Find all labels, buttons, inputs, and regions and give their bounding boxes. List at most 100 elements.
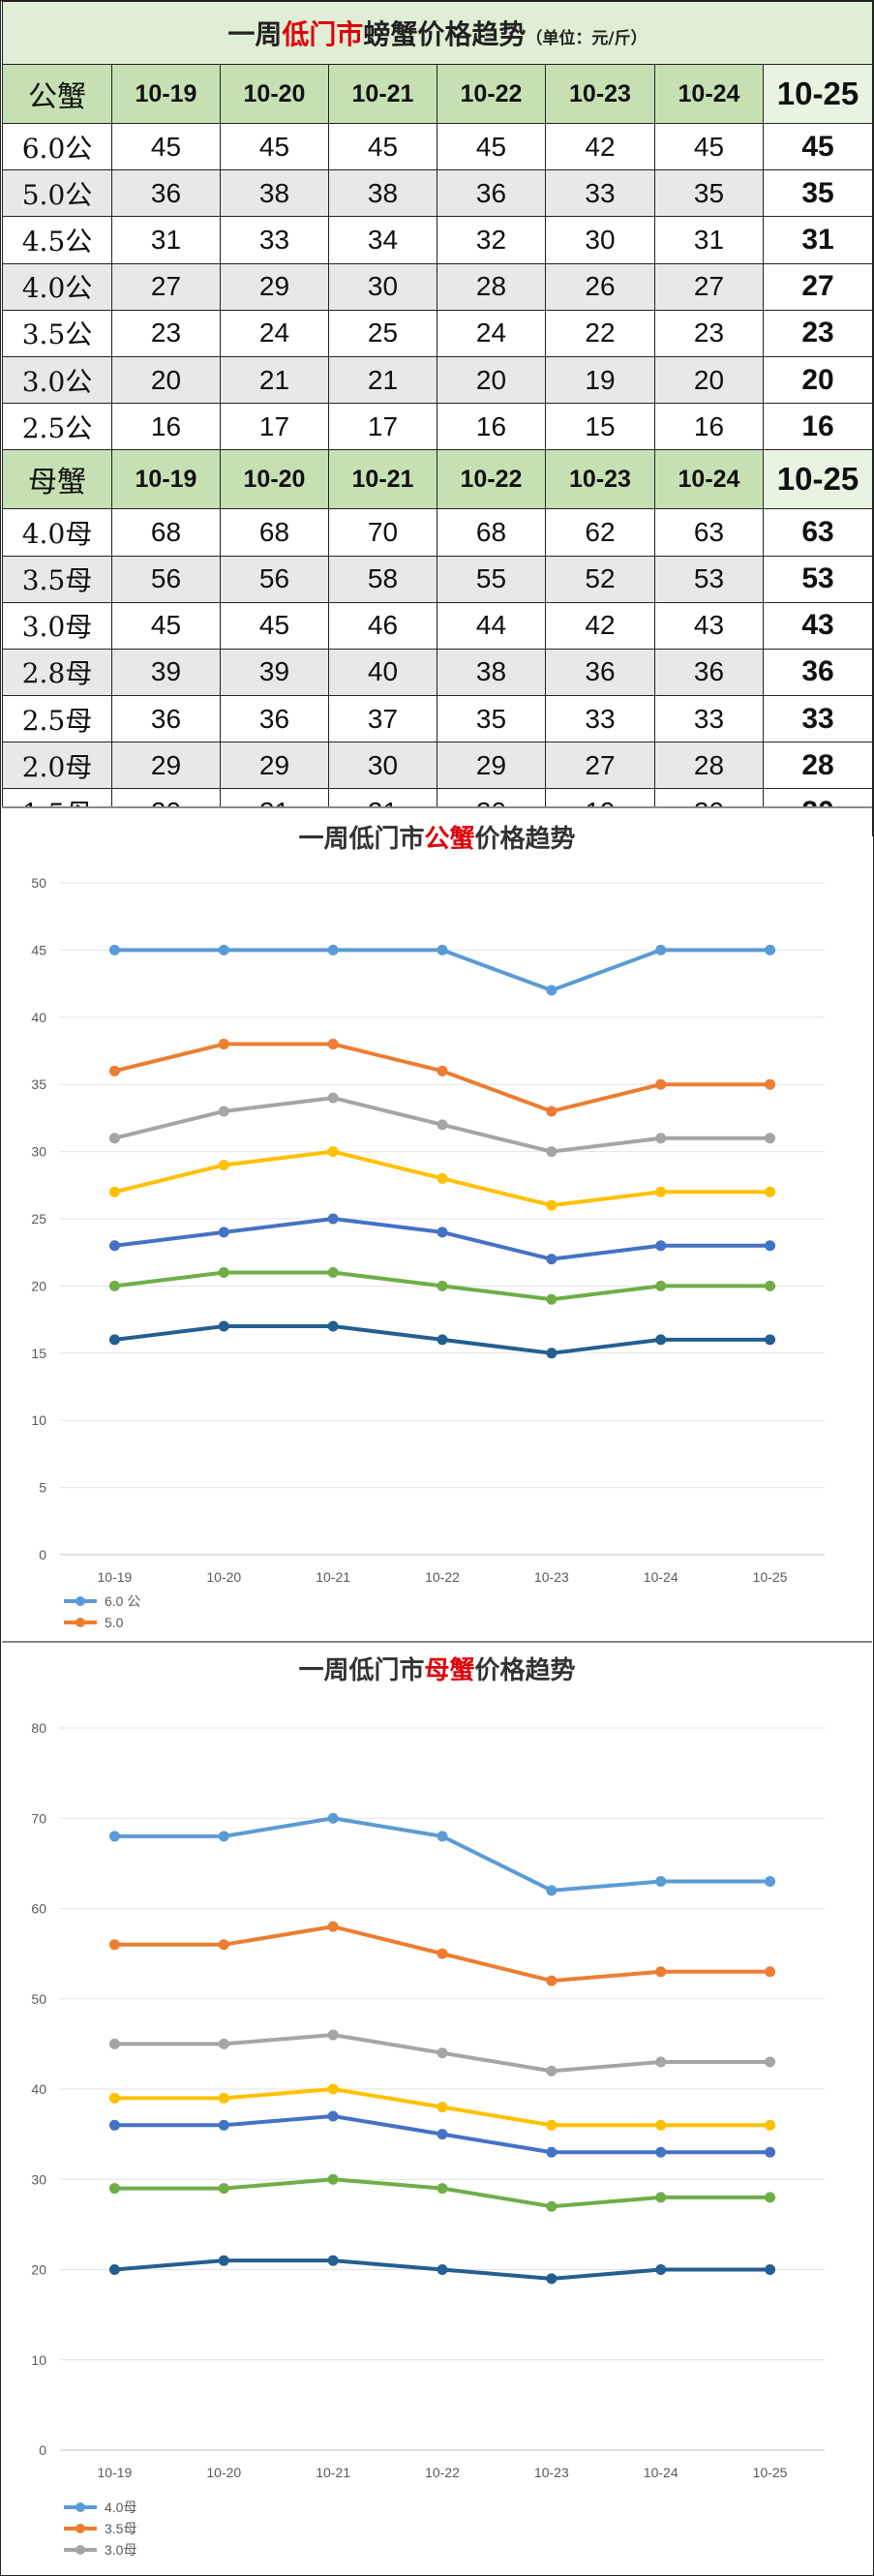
y-tick-label: 30 (31, 2171, 46, 2187)
table-row: 6.0公 45 45 45 45 42 45 45 (2, 122, 874, 171)
legend-label: 3.0母 (105, 2542, 136, 2558)
data-point (546, 985, 558, 996)
price-cell: 45 (762, 122, 874, 171)
data-point (108, 1939, 120, 1951)
price-cell: 35 (762, 169, 874, 218)
price-cell: 37 (328, 695, 437, 743)
data-point (546, 1254, 558, 1265)
row-label: 4.0公 (2, 262, 112, 311)
date-header-cell: 10-21 (328, 449, 437, 510)
price-cell: 30 (328, 262, 437, 311)
date-header-cell: 10-21 (328, 64, 437, 124)
price-cell: 16 (654, 403, 764, 451)
female-crab-chart: 一周低门市母蟹价格趋势 0 10 20 30 40 50 60 70 80 10-19 10-20 10… (2, 1641, 872, 2575)
data-point (437, 2183, 448, 2195)
price-cell: 36 (220, 695, 329, 743)
price-cell: 30 (328, 742, 437, 790)
price-cell: 38 (328, 169, 437, 218)
chart-title-suffix: 价格趋势 (475, 824, 576, 854)
price-cell: 23 (654, 309, 764, 357)
date-header-cell: 10-23 (545, 64, 655, 124)
price-cell: 68 (220, 508, 329, 557)
price-cell: 36 (437, 169, 546, 218)
data-point (437, 2264, 448, 2275)
chart-title-prefix: 一周低门市 (298, 1655, 424, 1685)
data-point (108, 944, 120, 955)
price-cell: 27 (654, 262, 764, 311)
data-point (765, 1334, 776, 1346)
price-cell: 43 (762, 601, 874, 650)
data-point (218, 1039, 229, 1050)
data-point (327, 1213, 339, 1225)
price-cell: 35 (437, 695, 546, 743)
legend-swatch-dot (75, 1618, 85, 1627)
price-cell: 21 (220, 355, 329, 405)
price-cell: 24 (437, 309, 546, 357)
data-point (655, 1240, 667, 1252)
data-point (437, 1065, 448, 1076)
data-point (218, 1939, 229, 1951)
price-cell: 39 (111, 648, 221, 697)
date-header-cell: 10-20 (220, 64, 329, 124)
price-cell: 63 (654, 508, 764, 557)
legend-swatch-dot (75, 2502, 85, 2512)
title-unit: （单位：元/斤） (526, 29, 648, 48)
price-cell: 53 (762, 555, 874, 603)
x-tick-label: 10-23 (534, 1569, 569, 1585)
chart-title-suffix: 价格趋势 (475, 1655, 576, 1685)
price-cell: 45 (328, 122, 437, 171)
data-point (655, 944, 667, 955)
row-label: 3.0公 (2, 355, 112, 405)
data-point (655, 1078, 667, 1090)
row-label: 6.0公 (2, 122, 112, 171)
title-suffix: 螃蟹价格趋势 (363, 18, 527, 50)
data-point (765, 1966, 776, 1978)
female-header-row: 母蟹 10-19 10-20 10-21 10-22 10-23 10-24 10-25 (2, 449, 874, 510)
price-cell: 45 (437, 122, 546, 171)
price-cell: 36 (111, 695, 221, 743)
y-tick-label: 15 (31, 1346, 46, 1361)
y-tick-label: 70 (31, 1810, 46, 1826)
data-point (437, 1172, 448, 1184)
data-point (218, 2255, 229, 2266)
data-point (218, 1320, 229, 1332)
price-cell: 28 (437, 262, 546, 311)
y-tick-label: 30 (31, 1144, 46, 1160)
table-row: 3.5公 23 24 25 24 22 23 23 (2, 309, 874, 357)
y-tick-label: 50 (31, 875, 46, 891)
chart-title-highlight: 母蟹 (424, 1655, 474, 1685)
row-label: 2.5母 (2, 695, 112, 743)
data-point (655, 2192, 667, 2203)
row-label: 5.0公 (2, 169, 112, 218)
price-cell: 39 (220, 648, 329, 697)
y-tick-label: 0 (39, 1547, 46, 1562)
y-tick-label: 10 (31, 2352, 46, 2368)
price-cell: 42 (545, 601, 655, 650)
data-point (765, 2146, 776, 2158)
data-point (765, 2119, 776, 2131)
data-point (327, 2029, 339, 2041)
data-point (437, 1119, 448, 1131)
data-point (327, 1039, 339, 1050)
line-chart-svg: 一周低门市母蟹价格趋势 0 10 20 30 40 50 60 70 80 10-19 10-20 10… (31, 1655, 825, 2558)
chart-title: 一周低门市母蟹价格趋势 (298, 1655, 575, 1685)
data-point (218, 1159, 229, 1170)
data-point (108, 1831, 120, 1842)
data-point (327, 1146, 339, 1158)
price-cell: 40 (328, 648, 437, 697)
data-point (655, 2056, 667, 2068)
data-point (437, 2047, 448, 2059)
price-cell: 36 (654, 648, 764, 697)
data-point (327, 1092, 339, 1104)
date-header-cell: 10-23 (545, 449, 655, 510)
series-line (114, 1816, 770, 1893)
price-cell: 58 (328, 555, 437, 603)
data-point (655, 2119, 667, 2131)
data-point (437, 1334, 448, 1346)
data-point (655, 1133, 667, 1144)
table-title: 一周低门市螃蟹价格趋势（单位：元/斤） (1, 1, 874, 65)
male-crab-chart: 一周低门市公蟹价格趋势 0 5 10 15 20 25 30 35 40 45 50 10-19 10-2… (2, 806, 872, 1641)
price-cell: 68 (437, 508, 546, 557)
price-cell: 17 (220, 403, 329, 451)
